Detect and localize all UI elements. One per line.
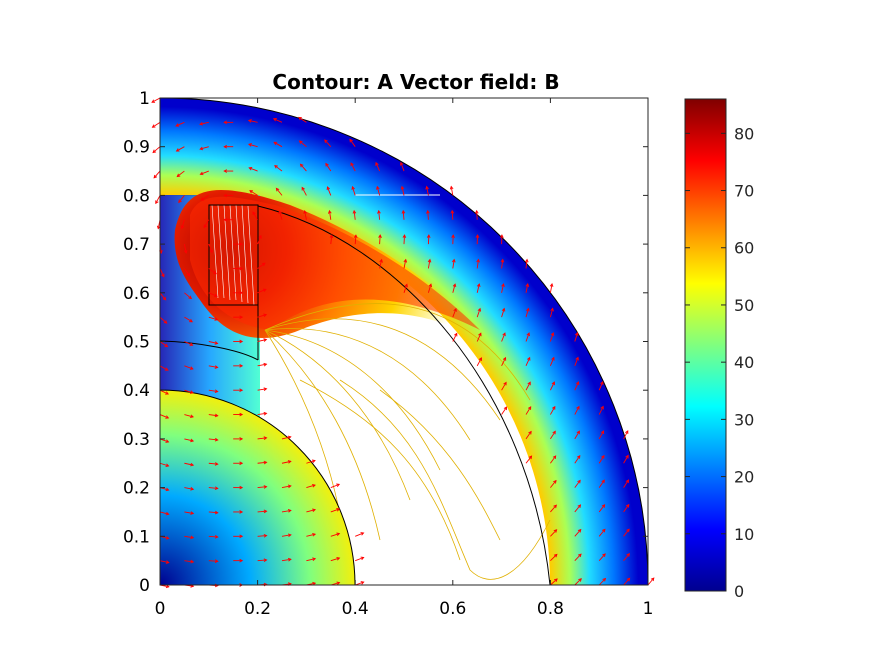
y-tick-label: 0.3 — [123, 430, 150, 450]
y-tick-label: 0.4 — [123, 381, 150, 401]
y-tick-label: 0.2 — [123, 479, 150, 499]
x-tick-label: 0.4 — [342, 599, 369, 619]
colorbar-tick-label: 30 — [734, 410, 754, 429]
x-tick-label: 1 — [643, 599, 654, 619]
colorbar-tick-label: 40 — [734, 353, 754, 372]
y-tick-label: 0.9 — [123, 138, 150, 158]
colorbar — [685, 99, 726, 591]
colorbar-tick-label: 70 — [734, 182, 754, 201]
colorbar-tick-label: 50 — [734, 296, 754, 315]
x-tick-label: 0.2 — [244, 599, 271, 619]
colorbar-tick-label: 60 — [734, 239, 754, 258]
x-tick-label: 0 — [155, 599, 166, 619]
y-tick-label: 0.6 — [123, 284, 150, 304]
y-tick-label: 1 — [139, 89, 150, 109]
chart-title: Contour: A Vector field: B — [272, 70, 559, 94]
colorbar-tick-label: 10 — [734, 525, 754, 544]
vector-arrow — [648, 578, 654, 585]
y-tick-label: 0.8 — [123, 186, 150, 206]
x-tick-label: 0.8 — [537, 599, 564, 619]
y-tick-label: 0.1 — [123, 527, 150, 547]
colorbar-tick-label: 80 — [734, 124, 754, 143]
x-tick-label: 0.6 — [439, 599, 466, 619]
colorbar-tick-label: 0 — [734, 582, 744, 601]
y-tick-label: 0 — [139, 576, 150, 596]
y-tick-label: 0.7 — [123, 235, 150, 255]
vector-arrow — [154, 171, 160, 178]
colorbar-tick-label: 20 — [734, 468, 754, 487]
y-tick-label: 0.5 — [123, 333, 150, 353]
vector-arrow — [153, 147, 160, 153]
